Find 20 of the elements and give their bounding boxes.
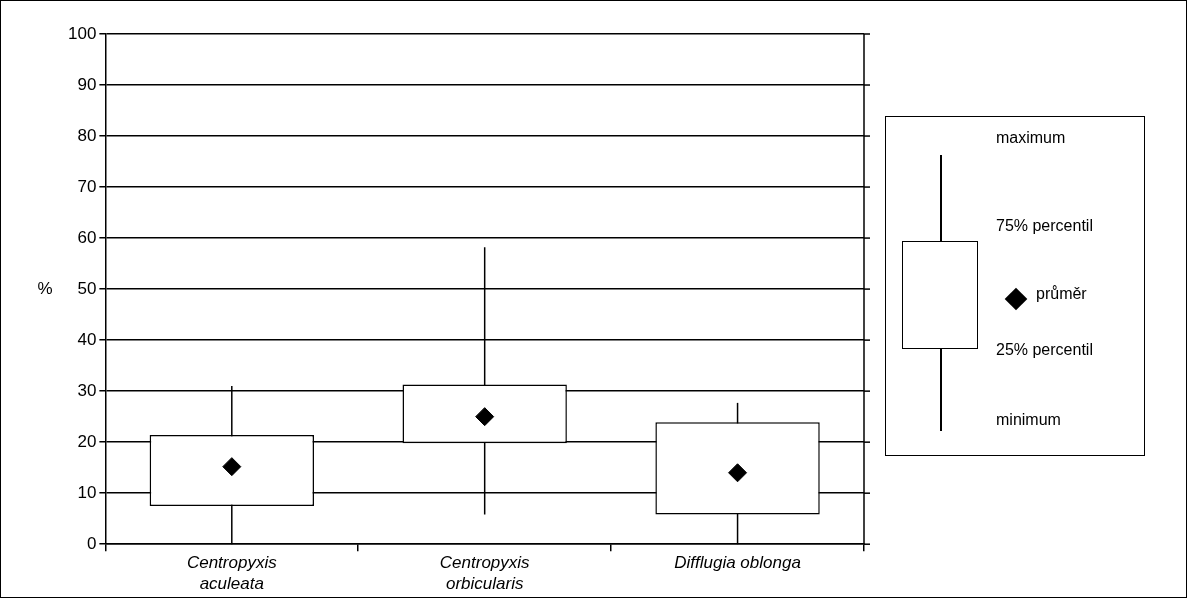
y-tick-label: 70 <box>77 176 97 196</box>
x-tick-label: Difflugia oblonga <box>674 553 801 573</box>
text: minimum <box>996 411 1061 429</box>
y-axis-title: % <box>37 278 53 298</box>
y-tick-label: 90 <box>77 74 97 94</box>
x-tick-label: Centropyxis aculeata <box>186 553 278 593</box>
y-tick-label: 10 <box>77 482 97 502</box>
y-tick-label: 100 <box>67 23 97 43</box>
y-tick-label: 30 <box>77 380 97 400</box>
text: 25% percentil <box>996 341 1093 359</box>
y-tick-label: 0 <box>86 533 97 553</box>
y-tick-label: 40 <box>77 329 97 349</box>
y-tick-label: 80 <box>77 125 97 145</box>
text: 75% percentil <box>996 217 1093 235</box>
x-tick-label: Centropyxis orbicularis <box>439 553 531 593</box>
y-tick-label: 20 <box>77 431 97 451</box>
y-tick-label: 50 <box>77 278 97 298</box>
text: maximum <box>996 129 1066 147</box>
y-tick-label: 60 <box>77 227 97 247</box>
text: průměr <box>1036 285 1087 303</box>
